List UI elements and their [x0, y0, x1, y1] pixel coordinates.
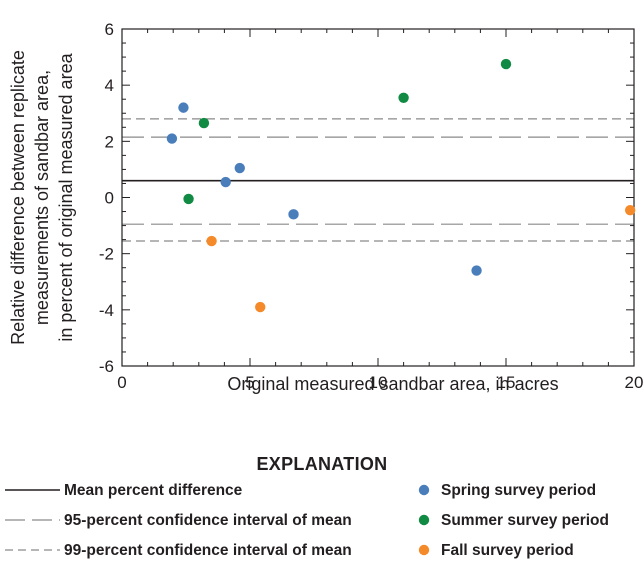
plot-frame	[121, 28, 635, 367]
legend-swatch-summer	[418, 514, 430, 526]
fall-data-point	[206, 235, 217, 247]
legend: EXPLANATION Mean percent difference 95-per…	[5, 454, 609, 559]
legend-label-line: 99-percent confidence interval of mean	[64, 542, 352, 559]
plot-layer: 0 5 10 15 20 -6 -4 -2 0 2 4 6 Original measured sand…	[8, 20, 643, 394]
y-tick-label: 4	[105, 76, 114, 95]
y-axis-title-line: Relative difference between replicate	[8, 50, 28, 345]
summer-data-point	[198, 117, 210, 129]
y-axis-title-line: in percent of original measured area	[56, 52, 76, 341]
x-tick-label: 10	[369, 373, 388, 392]
spring-data-point	[471, 265, 482, 276]
legend-swatch-fall	[418, 544, 430, 556]
spring-data-point	[166, 133, 178, 144]
explanation-title: EXPLANATION	[257, 454, 388, 474]
y-tick-label: -6	[99, 357, 114, 376]
spring-data-point	[178, 102, 189, 113]
x-tick-label: 20	[625, 373, 644, 392]
y-tick-label: -2	[99, 245, 114, 264]
spring-data-point	[234, 162, 245, 174]
legend-label-summer: Summer survey period	[441, 512, 609, 529]
legend-label-fall: Fall survey period	[441, 542, 574, 559]
spring-data-point	[288, 209, 299, 220]
y-tick-label: 2	[105, 132, 114, 151]
summer-data-point	[398, 92, 409, 104]
y-tick-label: 6	[105, 20, 114, 39]
y-tick-label: 0	[105, 189, 114, 208]
spring-data-point	[220, 176, 231, 188]
x-tick-label: 15	[497, 373, 516, 392]
y-axis-title-line: measurements of sandbar area,	[32, 70, 52, 325]
y-axis-title: Relative difference between replicate mea…	[8, 50, 76, 345]
fall-data-point	[624, 204, 636, 216]
fall-data-point	[255, 301, 266, 313]
summer-data-point	[183, 193, 194, 205]
x-tick-label: 5	[245, 373, 254, 392]
x-axis-title: Original measured sandbar area, in acres	[227, 374, 558, 394]
legend-swatch-spring	[418, 484, 430, 496]
legend-label-line: 95-percent confidence interval of mean	[64, 512, 352, 529]
summer-data-point	[500, 58, 512, 70]
y-tick-label: -4	[99, 301, 114, 320]
legend-label-spring: Spring survey period	[441, 482, 596, 499]
legend-label-line: Mean percent difference	[64, 482, 243, 499]
x-tick-label: 0	[117, 373, 126, 392]
